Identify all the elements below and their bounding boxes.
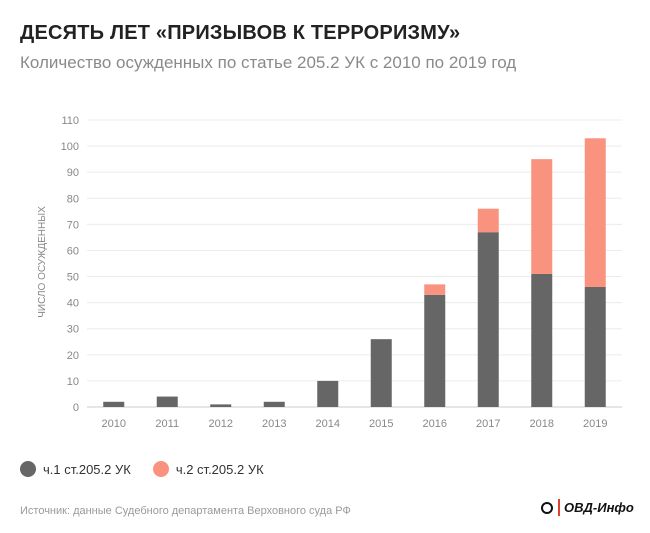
x-tick-label: 2015 — [369, 418, 393, 430]
logo-circle-icon — [541, 501, 553, 514]
y-tick-label: 20 — [67, 350, 79, 362]
ovd-info-logo: ОВД-Инфо — [541, 499, 634, 516]
y-tick-label: 80 — [67, 193, 79, 205]
x-tick-label: 2011 — [155, 418, 179, 430]
y-tick-label: 60 — [67, 245, 79, 257]
y-tick-label: 10 — [67, 376, 79, 388]
bar-2019-series-1 — [584, 286, 606, 407]
y-tick-label: 0 — [73, 402, 79, 414]
y-tick-labels: 0 10 20 30 40 50 60 70 80 90 100 110 — [61, 115, 79, 414]
bar-2016-series-1 — [424, 294, 446, 407]
legend-label-part2: ч.2 ст.205.2 УК — [175, 461, 264, 477]
bar-2011-series-1 — [156, 396, 178, 407]
bar-2017-series-1 — [477, 232, 499, 407]
x-tick-label: 2012 — [209, 418, 233, 430]
x-tick-label: 2013 — [262, 418, 286, 430]
legend: ч.1 ст.205.2 УК ч.2 ст.205.2 УК — [20, 461, 286, 477]
x-tick-label: 2017 — [476, 418, 500, 430]
x-tick-label: 2016 — [423, 418, 447, 430]
y-tick-label: 90 — [67, 167, 79, 179]
x-tick-labels: 2010 2011 2012 2013 2014 2015 2016 2017 2018 2019 — [102, 418, 608, 430]
bars — [103, 138, 606, 407]
bar-2019-series-2 — [584, 138, 606, 287]
bar-2015-series-1 — [370, 339, 392, 407]
bar-2014-series-1 — [317, 380, 339, 407]
legend-item-part1: ч.1 ст.205.2 УК — [20, 461, 131, 477]
legend-swatch-part2 — [152, 461, 169, 477]
bar-2016-series-2 — [424, 284, 446, 295]
bar-2013-series-1 — [263, 401, 285, 407]
y-tick-label: 110 — [61, 115, 79, 127]
bar-2018-series-1 — [531, 273, 553, 407]
bar-2012-series-1 — [210, 404, 232, 407]
y-tick-label: 40 — [67, 298, 79, 310]
y-tick-label: 30 — [67, 324, 79, 336]
x-tick-label: 2014 — [316, 418, 340, 430]
x-tick-label: 2018 — [530, 418, 554, 430]
y-tick-label: 100 — [61, 141, 79, 153]
bar-2018-series-2 — [531, 159, 553, 274]
logo-bar-icon — [558, 499, 560, 516]
legend-item-part2: ч.2 ст.205.2 УК — [152, 461, 264, 477]
chart-subtitle: Количество осужденных по статье 205.2 УК… — [20, 53, 517, 72]
source-note: Источник: данные Судебного департамента … — [20, 505, 351, 517]
legend-label-part1: ч.1 ст.205.2 УК — [43, 461, 131, 477]
y-axis-label: ЧИСЛО ОСУЖДЕННЫХ — [37, 206, 48, 318]
x-tick-label: 2019 — [583, 418, 607, 430]
logo-text: ОВД-Инфо — [564, 500, 634, 515]
y-tick-label: 50 — [67, 272, 79, 284]
bar-2017-series-2 — [477, 208, 499, 233]
bar-2010-series-1 — [103, 401, 125, 407]
legend-swatch-part1 — [20, 461, 36, 477]
chart-title: ДЕСЯТЬ ЛЕТ «ПРИЗЫВОВ К ТЕРРОРИЗМУ» — [20, 22, 461, 44]
x-tick-label: 2010 — [102, 418, 126, 430]
y-tick-label: 70 — [67, 219, 79, 231]
